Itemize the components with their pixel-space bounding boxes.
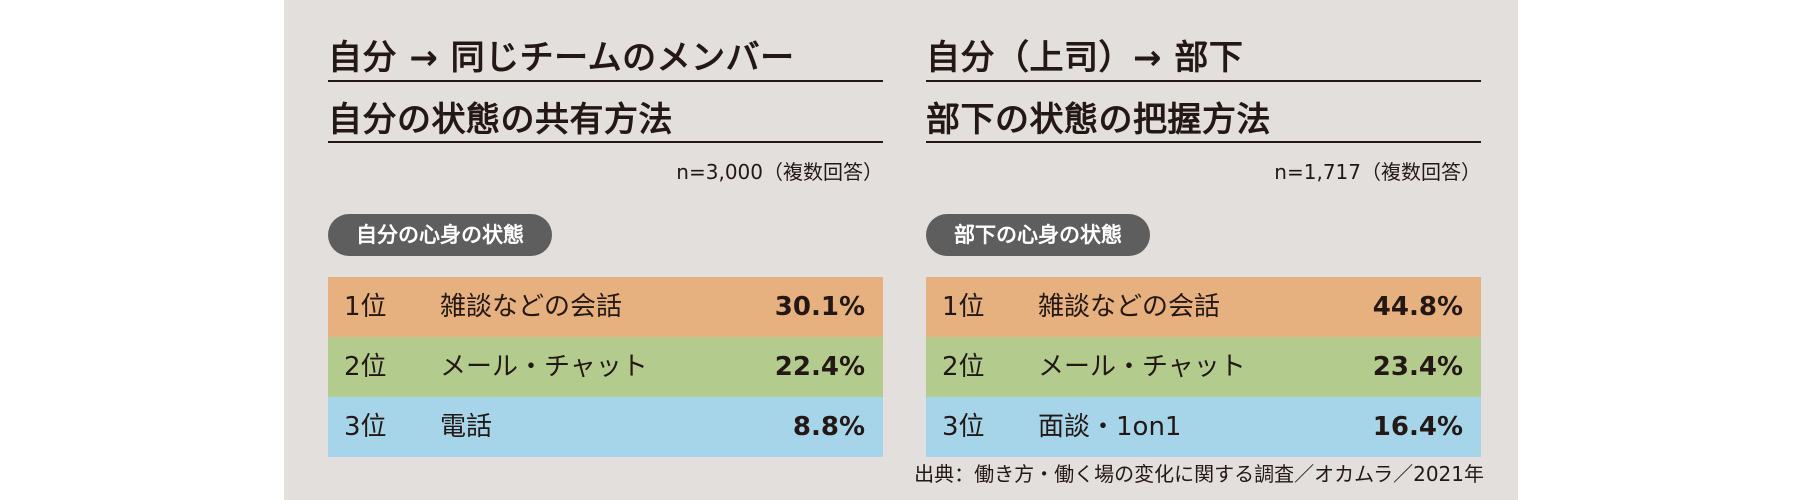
ranking-row: 3位 面談・1on1 16.4% [926,397,1481,457]
right-column: 自分（上司）→ 部下 部下の状態の把握方法 n=1,717（複数回答） 部下の心… [926,0,1481,500]
right-ranking-list: 1位 雑談などの会話 44.8% 2位 メール・チャット 23.4% 3位 面談… [926,277,1481,457]
rank-label: 1位 [942,292,985,322]
left-ranking-list: 1位 雑談などの会話 30.1% 2位 メール・チャット 22.4% 3位 電話… [328,277,883,457]
right-category-badge: 部下の心身の状態 [926,214,1150,256]
left-sample-note: n=3,000（複数回答） [676,160,883,184]
percentage-value: 30.1% [774,292,865,322]
left-column: 自分 → 同じチームのメンバー 自分の状態の共有方法 n=3,000（複数回答）… [328,0,883,500]
left-title-rule-1 [328,80,883,82]
rank-label: 3位 [942,412,985,442]
percentage-value: 22.4% [774,352,865,382]
ranking-row: 1位 雑談などの会話 44.8% [926,277,1481,337]
infographic-panel: 自分 → 同じチームのメンバー 自分の状態の共有方法 n=3,000（複数回答）… [284,0,1518,500]
rank-label: 1位 [344,292,387,322]
method-label: 面談・1on1 [1038,412,1182,442]
method-label: 雑談などの会話 [440,292,623,322]
percentage-value: 16.4% [1372,412,1463,442]
right-title-rule-1 [926,80,1481,82]
method-label: 電話 [440,412,493,442]
right-title-line2: 部下の状態の把握方法 [926,100,1271,140]
ranking-row: 1位 雑談などの会話 30.1% [328,277,883,337]
left-category-badge: 自分の心身の状態 [328,214,552,256]
rank-label: 3位 [344,412,387,442]
left-title-rule-2 [328,141,883,143]
ranking-row: 2位 メール・チャット 23.4% [926,337,1481,397]
ranking-row: 2位 メール・チャット 22.4% [328,337,883,397]
right-title-rule-2 [926,141,1481,143]
method-label: メール・チャット [1038,352,1246,382]
ranking-row: 3位 電話 8.8% [328,397,883,457]
method-label: メール・チャット [440,352,648,382]
right-sample-note: n=1,717（複数回答） [1274,160,1481,184]
source-credit: 出典：働き方・働く場の変化に関する調査／オカムラ／2021年 [914,462,1484,486]
left-title-line1: 自分 → 同じチームのメンバー [328,38,795,78]
percentage-value: 8.8% [792,412,865,442]
method-label: 雑談などの会話 [1038,292,1221,322]
rank-label: 2位 [344,352,387,382]
left-title-line2: 自分の状態の共有方法 [328,100,673,140]
rank-label: 2位 [942,352,985,382]
right-title-line1: 自分（上司）→ 部下 [926,38,1244,78]
percentage-value: 23.4% [1372,352,1463,382]
percentage-value: 44.8% [1372,292,1463,322]
